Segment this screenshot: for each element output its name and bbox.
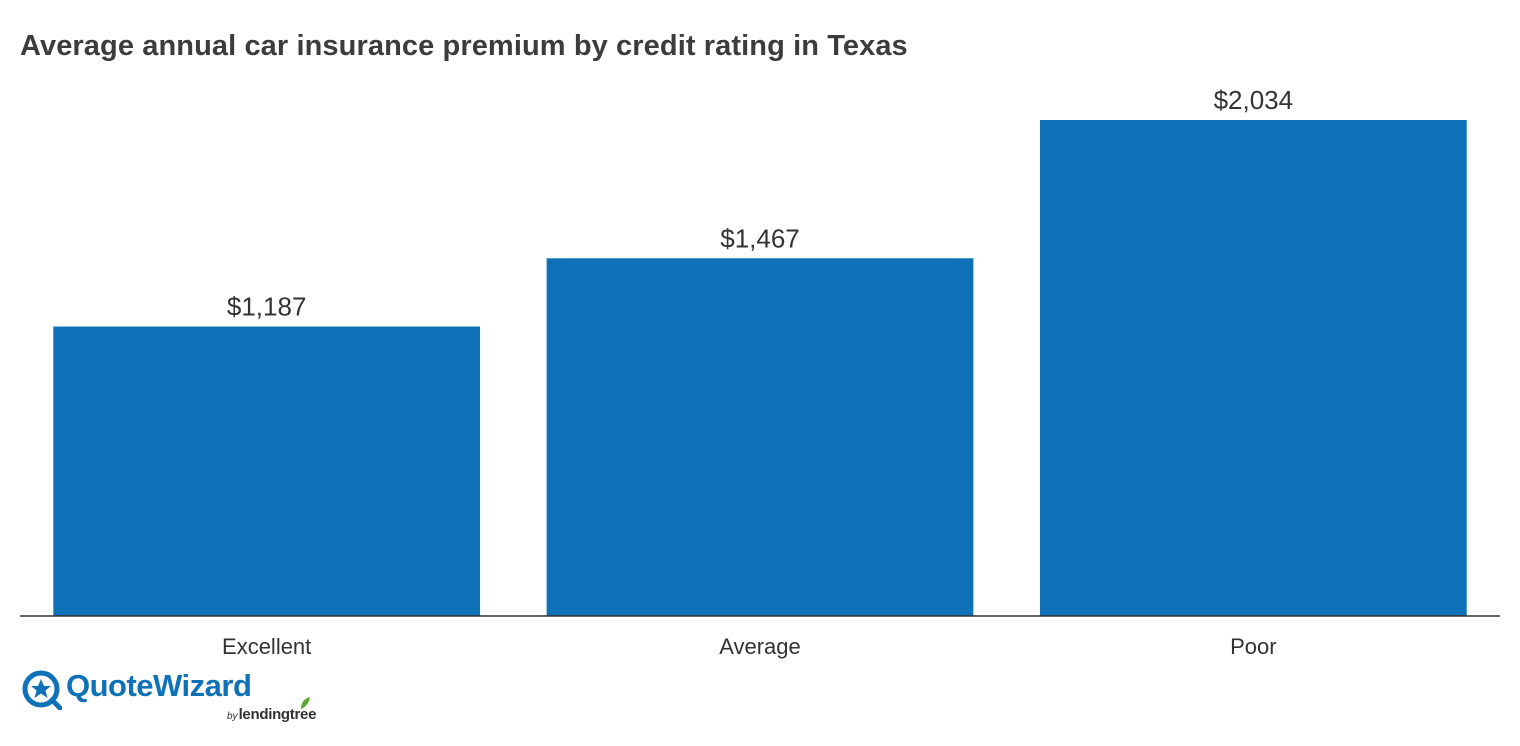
bar-excellent	[53, 326, 481, 616]
bar-average	[546, 258, 974, 616]
value-label-average: $1,467	[720, 223, 800, 253]
x-tick-label-excellent: Excellent	[222, 634, 311, 659]
bars-layer	[53, 120, 1467, 616]
x-tick-label-poor: Poor	[1230, 634, 1276, 659]
value-label-excellent: $1,187	[227, 292, 307, 322]
value-label-poor: $2,034	[1214, 85, 1294, 115]
x-tick-label-average: Average	[719, 634, 801, 659]
leaf-icon	[301, 697, 310, 709]
logo-by-text: by	[227, 711, 238, 722]
quotewizard-logo: QuoteWizard bylendingtree	[22, 666, 352, 732]
chart-title: Average annual car insurance premium by …	[20, 30, 908, 62]
bar-poor	[1039, 120, 1467, 616]
logo-parent-text: lendingtree	[238, 706, 317, 723]
logo-brand-text: QuoteWizard	[66, 668, 252, 703]
labels-layer: $1,187 Excellent $1,467 Average $2,034 Poor	[222, 85, 1293, 659]
wizard-star-icon	[22, 670, 62, 710]
logo-subtitle: bylendingtree	[227, 706, 316, 724]
